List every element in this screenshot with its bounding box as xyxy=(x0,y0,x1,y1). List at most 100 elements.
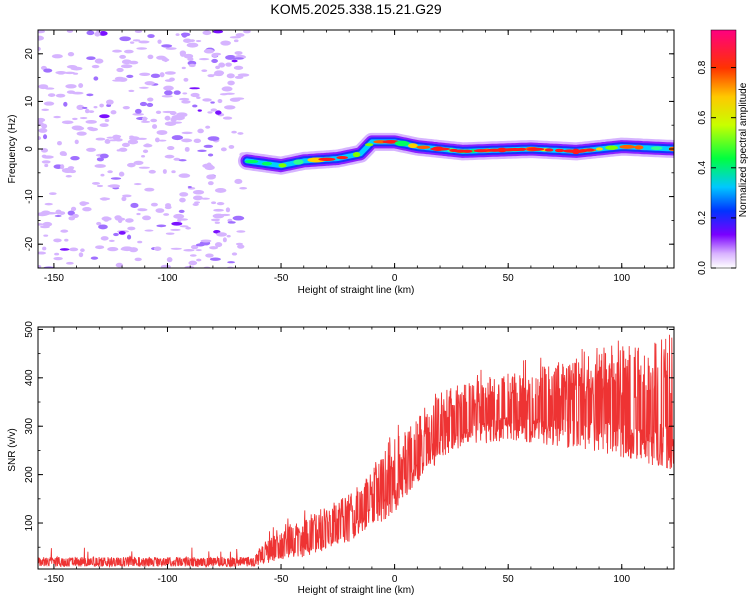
noise-blob xyxy=(154,137,160,143)
noise-blob xyxy=(219,93,228,96)
noise-blob xyxy=(233,39,239,43)
noise-blob xyxy=(192,202,199,206)
noise-blob xyxy=(161,44,173,48)
ridge-core xyxy=(526,147,545,151)
y-tick-label: 300 xyxy=(24,417,35,434)
noise-blob xyxy=(78,252,84,258)
noise-blob xyxy=(79,201,87,206)
noise-blob xyxy=(41,160,51,164)
noise-blob xyxy=(123,49,134,54)
noise-blob xyxy=(38,35,44,41)
x-tick-label: 100 xyxy=(613,273,630,284)
noise-blob xyxy=(225,62,232,67)
noise-blob xyxy=(200,197,211,200)
noise-blob xyxy=(38,136,41,141)
noise-blob xyxy=(187,185,192,189)
noise-blob xyxy=(166,146,175,151)
noise-blob xyxy=(216,232,228,237)
noise-blob xyxy=(54,214,62,217)
noise-blob xyxy=(114,76,125,81)
noise-blob xyxy=(144,229,154,232)
noise-blob xyxy=(243,30,251,34)
noise-blob xyxy=(86,30,95,36)
noise-blob xyxy=(195,243,205,247)
noise-blob xyxy=(42,155,54,159)
noise-blob xyxy=(157,139,167,142)
noise-blob xyxy=(132,112,145,116)
noise-blob xyxy=(137,208,144,211)
noise-blob xyxy=(165,203,172,208)
y-tick-label: 500 xyxy=(24,321,35,338)
noise-blob xyxy=(86,93,94,97)
noise-blob xyxy=(196,258,202,262)
noise-blob xyxy=(169,111,177,116)
noise-blob xyxy=(130,202,139,208)
noise-blob xyxy=(185,226,191,230)
noise-blob xyxy=(164,90,173,96)
noise-blob xyxy=(48,192,57,196)
noise-blob xyxy=(202,98,212,102)
ridge-core xyxy=(544,148,554,152)
noise-blob xyxy=(164,71,176,75)
noise-blob xyxy=(141,116,148,122)
noise-blob xyxy=(237,132,244,135)
noise-blob xyxy=(214,72,224,77)
x-tick-label: -100 xyxy=(157,574,177,585)
noise-blob xyxy=(181,100,191,104)
ridge-core xyxy=(473,149,489,153)
y-tick-label: -20 xyxy=(24,237,35,252)
noise-blob xyxy=(188,260,198,266)
ridge-hotspot xyxy=(278,163,287,168)
noise-blob xyxy=(229,97,241,102)
noise-blob xyxy=(126,234,132,240)
noise-blob xyxy=(85,119,97,124)
noise-blob xyxy=(44,163,49,168)
snr-frame xyxy=(37,326,675,570)
noise-blob xyxy=(157,39,162,44)
noise-blob xyxy=(99,114,110,119)
noise-blob xyxy=(202,30,212,36)
noise-blob xyxy=(202,163,213,169)
noise-blob xyxy=(78,83,84,88)
colorbar-label: Normalized spectral amplitude xyxy=(738,82,749,217)
noise-blob xyxy=(38,117,46,123)
noise-blob xyxy=(60,229,69,233)
noise-blob xyxy=(171,170,176,174)
ridge-core xyxy=(578,149,588,153)
noise-blob xyxy=(190,92,200,98)
noise-blob xyxy=(64,238,69,242)
noise-blob xyxy=(119,54,127,59)
noise-blob xyxy=(138,40,150,44)
noise-blob xyxy=(166,257,173,263)
colorbar-tick-label: 0.6 xyxy=(697,110,708,124)
noise-blob xyxy=(141,154,146,158)
ridge-hotspot xyxy=(595,147,603,151)
noise-blob xyxy=(134,257,142,262)
noise-blob xyxy=(152,124,158,129)
noise-blob xyxy=(145,143,150,147)
noise-blob xyxy=(165,47,177,50)
noise-blob xyxy=(59,248,70,251)
ridge-core xyxy=(585,148,595,152)
noise-blob xyxy=(226,234,231,238)
noise-blob xyxy=(144,187,155,192)
y-tick-label: 100 xyxy=(24,514,35,531)
noise-blob xyxy=(231,252,238,256)
noise-blob xyxy=(70,66,83,71)
noise-blob xyxy=(88,110,95,114)
noise-blob xyxy=(234,51,243,55)
colorbar-gradient xyxy=(710,29,737,269)
noise-blob xyxy=(210,218,220,222)
noise-blob xyxy=(122,105,130,110)
noise-blob xyxy=(132,39,141,42)
noise-blob xyxy=(164,115,171,121)
noise-blob xyxy=(225,207,231,213)
snr-panel: -150 -100 -50 0 50 100 100 200 300 400 500 Height … xyxy=(7,321,675,596)
noise-blob xyxy=(163,57,168,63)
noise-blob xyxy=(179,50,187,56)
noise-blob xyxy=(155,110,162,114)
noise-blob xyxy=(226,73,235,79)
noise-blob xyxy=(99,153,109,159)
noise-blob xyxy=(53,256,63,261)
